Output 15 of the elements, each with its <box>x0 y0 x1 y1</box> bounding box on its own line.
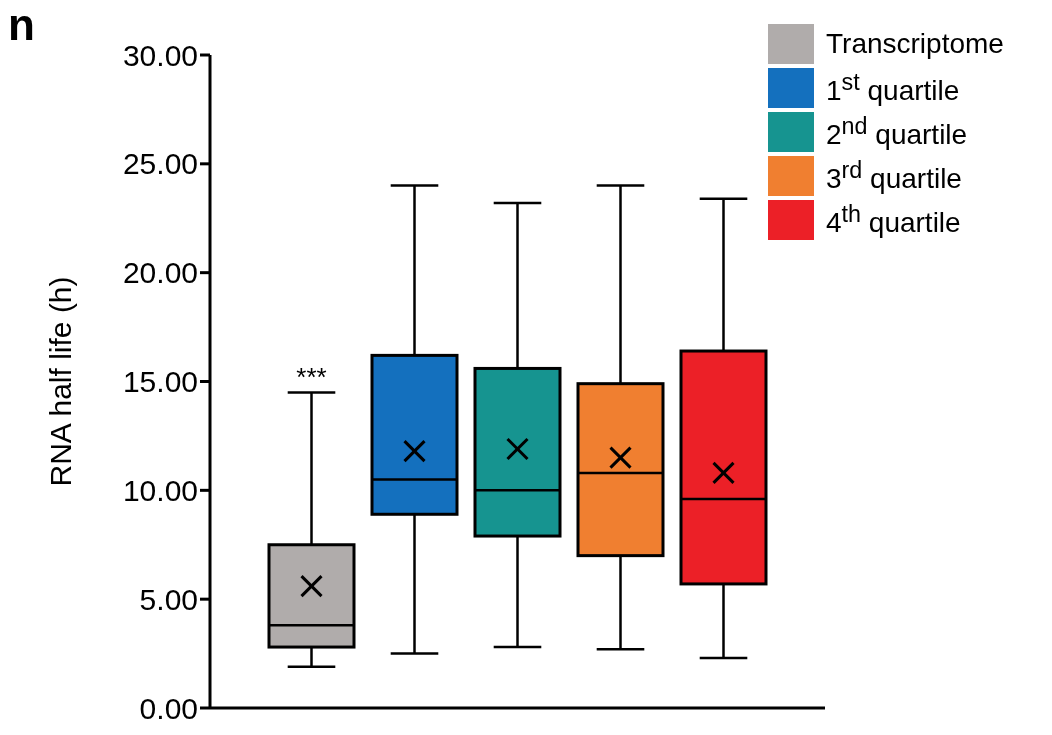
y-tick-label: 10.00 <box>122 473 198 507</box>
y-tick-label: 20.00 <box>122 256 198 290</box>
legend-label: 2$^{nd}$ quartile <box>826 112 968 152</box>
y-tick-label: 30.00 <box>122 38 198 72</box>
y-tick-label: 5.00 <box>139 582 198 616</box>
legend-label: 1$^{st}$ quartile <box>826 68 960 108</box>
legend-label: Transcriptome <box>826 28 1004 60</box>
legend-label: 3$^{rd}$ quartile <box>826 156 962 196</box>
y-tick-label: 25.00 <box>122 147 198 181</box>
y-tick-label: 15.00 <box>122 365 198 399</box>
text: n <box>8 0 35 50</box>
y-axis-title: RNA half life (h) <box>43 276 77 487</box>
annotation: *** <box>296 362 327 393</box>
legend-label: 4$^{th}$ quartile <box>826 200 961 240</box>
y-tick-label: 0.00 <box>139 691 198 725</box>
